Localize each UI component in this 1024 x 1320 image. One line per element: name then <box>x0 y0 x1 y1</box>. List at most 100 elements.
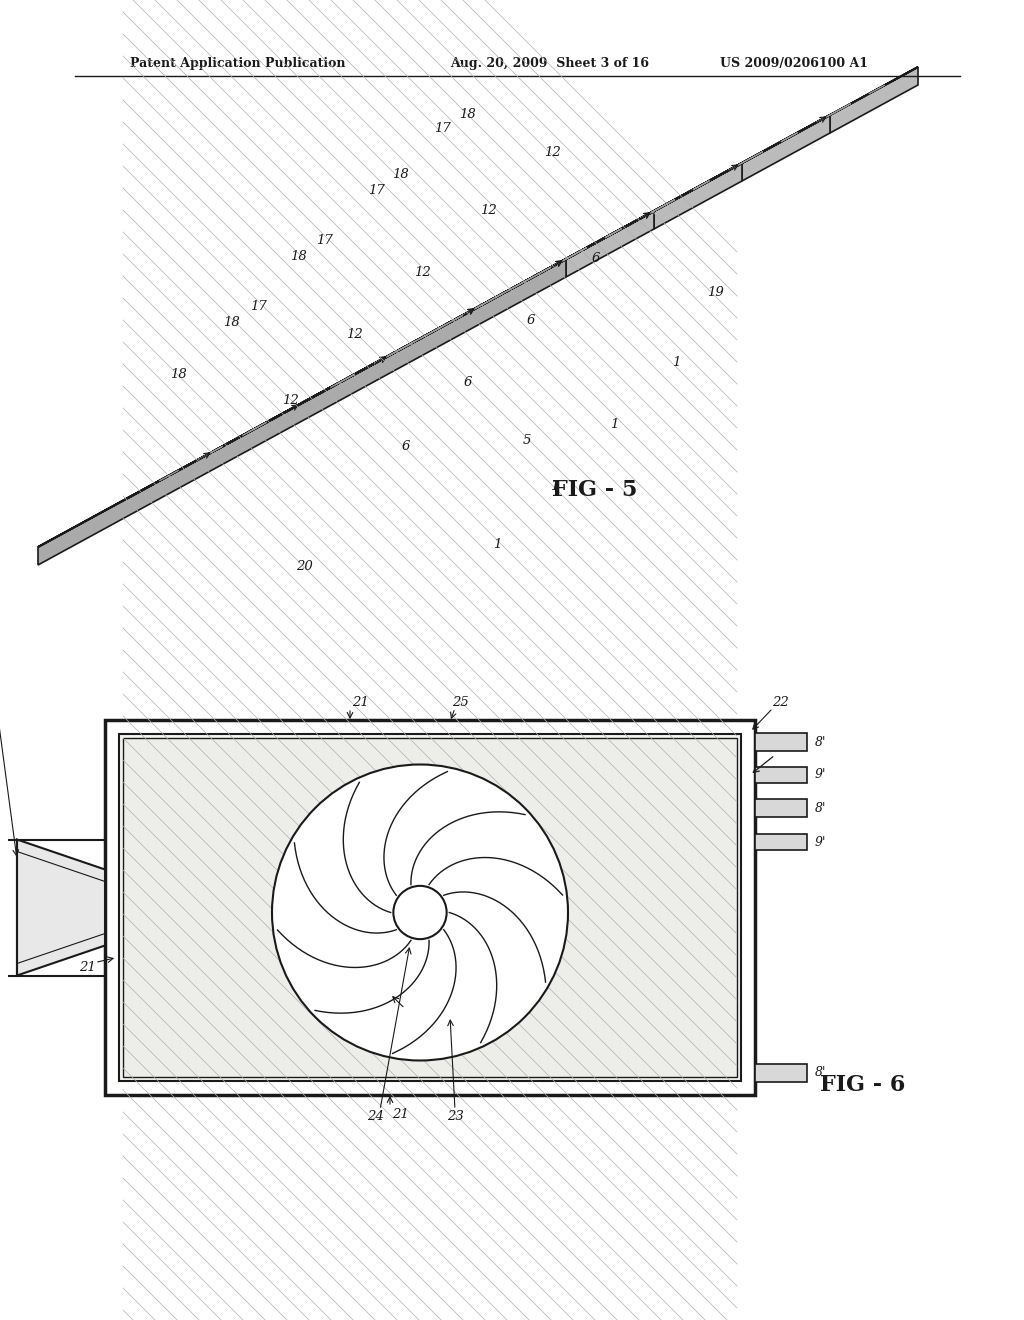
Polygon shape <box>654 162 742 228</box>
Polygon shape <box>47 532 67 543</box>
Text: 17: 17 <box>368 183 384 197</box>
Polygon shape <box>390 259 566 355</box>
Polygon shape <box>830 67 918 133</box>
Text: Aug. 20, 2009  Sheet 3 of 16: Aug. 20, 2009 Sheet 3 of 16 <box>450 57 649 70</box>
Text: 20: 20 <box>296 560 312 573</box>
Polygon shape <box>711 170 728 181</box>
Polygon shape <box>126 403 302 499</box>
Polygon shape <box>98 490 143 515</box>
Text: 9': 9' <box>815 836 826 849</box>
Polygon shape <box>654 115 830 211</box>
Polygon shape <box>478 211 654 308</box>
Text: 8': 8' <box>815 735 826 748</box>
Bar <box>123 738 737 1077</box>
Bar <box>755 1064 807 1082</box>
Polygon shape <box>566 162 742 259</box>
Polygon shape <box>763 141 780 152</box>
Text: 1: 1 <box>493 537 501 550</box>
Polygon shape <box>742 67 918 162</box>
Text: 12: 12 <box>346 329 362 342</box>
Text: 18: 18 <box>290 249 306 263</box>
Text: US 2009/0206100 A1: US 2009/0206100 A1 <box>720 57 868 70</box>
Text: 1: 1 <box>672 356 680 370</box>
Polygon shape <box>273 393 319 418</box>
Text: 17: 17 <box>315 234 333 247</box>
Bar <box>755 733 807 751</box>
Text: 23: 23 <box>446 1110 464 1123</box>
Polygon shape <box>478 211 654 308</box>
Text: 8': 8' <box>815 1067 826 1080</box>
Polygon shape <box>267 412 286 422</box>
Polygon shape <box>214 355 390 451</box>
Polygon shape <box>654 115 830 211</box>
Polygon shape <box>38 451 214 546</box>
Text: Patent Application Publication: Patent Application Publication <box>130 57 345 70</box>
Polygon shape <box>311 388 330 399</box>
Text: 12: 12 <box>544 145 560 158</box>
Polygon shape <box>302 308 478 403</box>
Polygon shape <box>390 259 566 355</box>
Text: 6: 6 <box>464 376 472 389</box>
Text: 5: 5 <box>523 433 531 446</box>
Text: 21: 21 <box>79 961 95 974</box>
Bar <box>755 834 807 850</box>
Polygon shape <box>214 355 390 451</box>
Text: 1: 1 <box>610 418 618 432</box>
Text: 12: 12 <box>479 203 497 216</box>
Text: 21: 21 <box>391 1109 409 1122</box>
Text: 6: 6 <box>401 441 411 454</box>
Polygon shape <box>587 238 605 247</box>
Polygon shape <box>566 162 742 259</box>
Text: 18: 18 <box>459 107 475 120</box>
Text: FIG - 5: FIG - 5 <box>552 479 638 502</box>
Text: 21: 21 <box>351 696 369 709</box>
Polygon shape <box>566 211 654 277</box>
Polygon shape <box>38 259 566 565</box>
Text: 6: 6 <box>526 314 536 326</box>
Polygon shape <box>390 259 566 355</box>
Text: 17: 17 <box>250 301 266 314</box>
Bar <box>755 799 807 817</box>
Polygon shape <box>17 840 105 975</box>
Polygon shape <box>214 355 390 451</box>
Text: 24: 24 <box>367 1110 383 1123</box>
Text: 12: 12 <box>414 265 430 279</box>
Polygon shape <box>566 162 742 259</box>
Circle shape <box>272 764 568 1060</box>
Polygon shape <box>478 211 654 308</box>
Text: 12: 12 <box>282 393 298 407</box>
Text: 22: 22 <box>772 696 788 709</box>
Bar <box>105 719 755 1096</box>
Text: 8': 8' <box>815 801 826 814</box>
Polygon shape <box>179 459 199 470</box>
Polygon shape <box>390 259 566 355</box>
Polygon shape <box>223 436 242 446</box>
Text: 18: 18 <box>391 169 409 181</box>
Polygon shape <box>302 308 478 403</box>
Text: 18: 18 <box>170 368 186 381</box>
Text: 9': 9' <box>815 768 826 781</box>
Polygon shape <box>851 94 868 103</box>
Polygon shape <box>91 508 111 519</box>
Polygon shape <box>135 483 155 494</box>
Polygon shape <box>302 308 478 403</box>
Polygon shape <box>302 308 478 403</box>
Text: FIG - 6: FIG - 6 <box>820 1074 905 1096</box>
Text: 17: 17 <box>433 123 451 136</box>
Bar <box>119 734 741 1081</box>
Text: 6: 6 <box>592 252 600 264</box>
Text: 18: 18 <box>222 315 240 329</box>
Text: 25: 25 <box>452 696 468 709</box>
Polygon shape <box>887 75 904 84</box>
Polygon shape <box>354 363 374 374</box>
Polygon shape <box>799 123 816 132</box>
Circle shape <box>393 886 446 939</box>
Polygon shape <box>478 211 654 308</box>
Text: 1: 1 <box>550 480 558 494</box>
Bar <box>755 767 807 783</box>
Text: 19: 19 <box>707 286 723 300</box>
Polygon shape <box>742 115 830 181</box>
Polygon shape <box>623 219 640 228</box>
Polygon shape <box>126 403 302 499</box>
Polygon shape <box>675 190 692 199</box>
